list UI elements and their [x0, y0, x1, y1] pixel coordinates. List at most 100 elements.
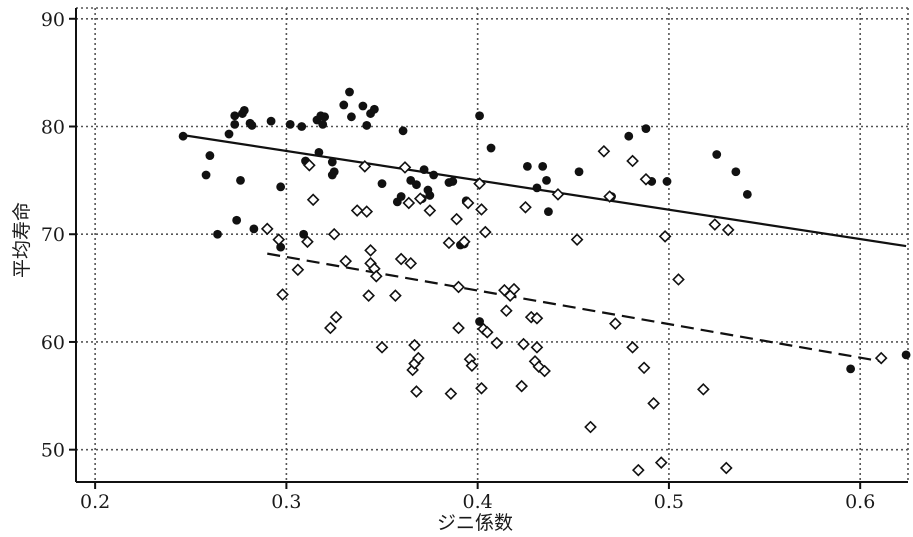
filled-circle-point [213, 230, 222, 239]
open-diamond-point [390, 290, 400, 300]
filled-circle-point [846, 364, 855, 373]
filled-circle-point [475, 111, 484, 120]
open-diamond-point [331, 312, 341, 322]
filled-circle-point [544, 207, 553, 216]
filled-circle-point [487, 144, 496, 153]
axes [69, 8, 908, 489]
y-tick-label: 90 [41, 9, 65, 31]
open-diamond-point [599, 146, 609, 156]
x-tick-label: 0.2 [80, 491, 110, 513]
open-diamond-point [627, 156, 637, 166]
filled-circle-point [642, 124, 651, 133]
filled-circle-point [420, 165, 429, 174]
filled-circle-point [902, 350, 911, 359]
filled-circle-point [362, 121, 371, 130]
open-diamond-point [585, 422, 595, 432]
open-diamond-point [365, 245, 375, 255]
x-tick-label: 0.6 [845, 491, 875, 513]
open-diamond-point [444, 238, 454, 248]
filled-circle-point [240, 106, 249, 115]
filled-circle-point [743, 190, 752, 199]
grid-lines [76, 8, 908, 482]
open-diamond-point [648, 398, 658, 408]
y-tick-label: 80 [41, 117, 65, 139]
open-diamond-point [362, 206, 372, 216]
open-diamond-point [409, 340, 419, 350]
filled-circle-point [624, 132, 633, 141]
filled-circle-point [339, 101, 348, 110]
open-diamond-point [553, 189, 563, 199]
filled-circle-point [202, 171, 211, 180]
filled-circle-point [448, 177, 457, 186]
filled-circle-point [230, 111, 239, 120]
y-tick-label: 50 [41, 440, 65, 462]
filled-circle-point [412, 180, 421, 189]
open-diamond-point [396, 254, 406, 264]
data-points [179, 88, 911, 476]
filled-circle-point [249, 224, 258, 233]
filled-circle-point [179, 132, 188, 141]
open-diamond-point [308, 195, 318, 205]
filled-circle-point [378, 179, 387, 188]
open-diamond-point [451, 214, 461, 224]
filled-circle-point [358, 102, 367, 111]
open-diamond-point [660, 231, 670, 241]
filled-circle-point [429, 171, 438, 180]
open-diamond-point [453, 282, 463, 292]
open-diamond-point [352, 205, 362, 215]
open-diamond-point [406, 258, 416, 268]
open-diamond-point [633, 465, 643, 475]
filled-circle-point [320, 112, 329, 121]
open-diamond-point [721, 463, 731, 473]
solid-trend-line [183, 135, 906, 246]
filled-circle-point [230, 120, 239, 129]
open-diamond-point [377, 342, 387, 352]
x-tick-label: 0.3 [271, 491, 301, 513]
filled-circle-point [232, 216, 241, 225]
filled-circle-point [425, 191, 434, 200]
y-tick-label: 60 [41, 332, 65, 354]
open-diamond-point [656, 457, 666, 467]
filled-circle-point [225, 130, 234, 139]
filled-circle-point [328, 158, 337, 167]
open-diamond-point [610, 318, 620, 328]
open-diamond-point [480, 227, 490, 237]
filled-circle-point [248, 121, 257, 130]
open-diamond-point [673, 274, 683, 284]
filled-circle-point [533, 184, 542, 193]
y-tick-label: 70 [41, 224, 65, 246]
filled-circle-point [286, 120, 295, 129]
filled-circle-point [347, 112, 356, 121]
open-diamond-point [325, 323, 335, 333]
filled-circle-point [731, 167, 740, 176]
filled-circle-point [712, 150, 721, 159]
filled-circle-point [205, 151, 214, 160]
open-diamond-point [262, 224, 272, 234]
filled-circle-point [397, 192, 406, 201]
filled-circle-point [318, 120, 327, 129]
open-diamond-point [404, 198, 414, 208]
filled-circle-point [315, 148, 324, 157]
filled-circle-point [236, 176, 245, 185]
x-tick-label: 0.5 [654, 491, 684, 513]
dashed-trend-line [267, 254, 881, 362]
filled-circle-point [330, 167, 339, 176]
filled-circle-point [399, 126, 408, 135]
x-tick-label: 0.4 [463, 491, 493, 513]
open-diamond-point [446, 388, 456, 398]
filled-circle-point [575, 167, 584, 176]
open-diamond-point [340, 256, 350, 266]
open-diamond-point [425, 205, 435, 215]
filled-circle-point [297, 122, 306, 131]
open-diamond-point [520, 202, 530, 212]
open-diamond-point [710, 219, 720, 229]
filled-circle-point [267, 117, 276, 126]
filled-circle-point [663, 177, 672, 186]
open-diamond-point [453, 323, 463, 333]
filled-circle-point [370, 105, 379, 114]
y-axis-title: 平均寿命 [11, 202, 33, 278]
open-diamond-point [627, 342, 637, 352]
filled-circle-point [538, 162, 547, 171]
open-diamond-point [532, 342, 542, 352]
